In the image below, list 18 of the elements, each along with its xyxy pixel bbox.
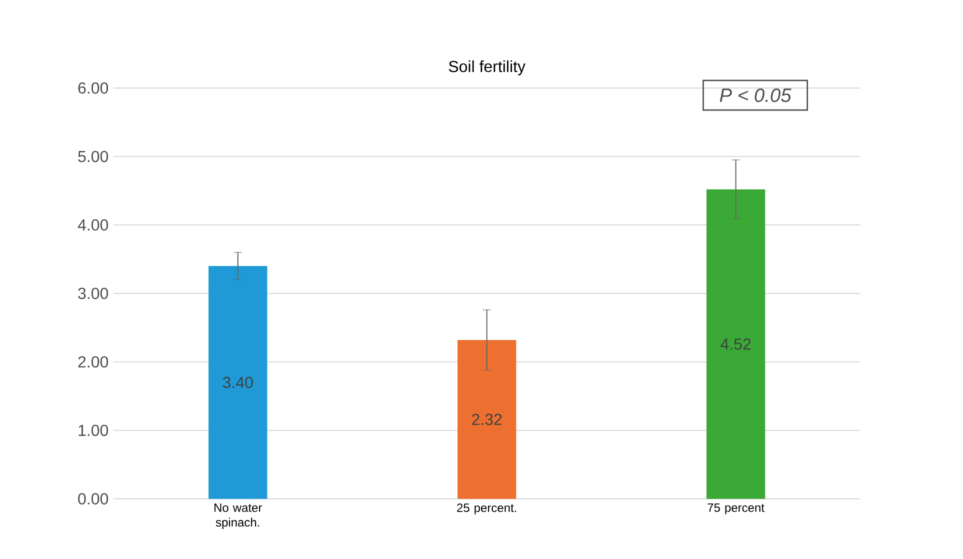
- y-tick-label: 0.00: [78, 493, 108, 505]
- y-tick-label: 5.00: [78, 150, 108, 162]
- bar: [457, 340, 516, 499]
- x-tick-label: 75 percent: [708, 504, 764, 514]
- data-label: 2.32: [472, 414, 502, 426]
- data-label: 3.40: [222, 376, 253, 388]
- chart-title: Soil fertility: [448, 60, 526, 76]
- x-tick-label: No water spinach.: [214, 504, 262, 530]
- y-tick-label: 2.00: [78, 356, 108, 368]
- annotation: P < 0.05: [720, 88, 792, 102]
- bar: [706, 189, 766, 499]
- data-label: 4.52: [720, 338, 751, 350]
- y-tick-label: 4.00: [78, 219, 108, 231]
- bar: [208, 266, 268, 499]
- x-tick-label: 25 percent.: [457, 504, 516, 514]
- y-tick-label: 1.00: [78, 424, 108, 436]
- y-tick-label: 6.00: [78, 82, 108, 94]
- y-tick-label: 3.00: [78, 288, 108, 300]
